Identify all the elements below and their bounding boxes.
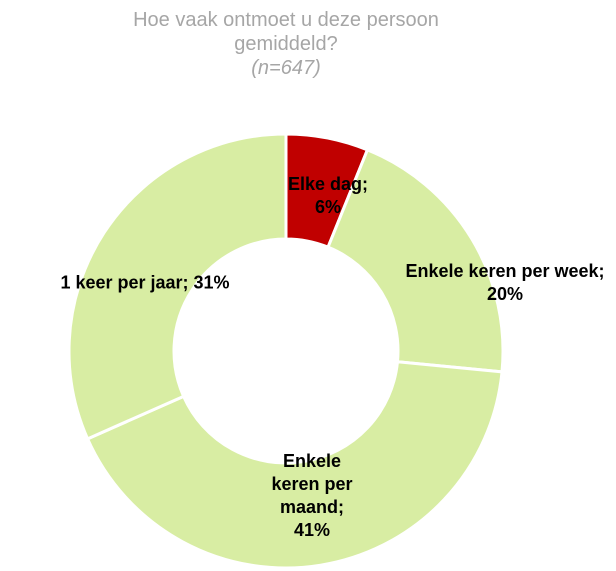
- donut-slice: [67, 132, 288, 441]
- data-label: 1 keer per jaar; 31%: [60, 272, 230, 293]
- chart-subtitle: (n=647): [251, 57, 321, 79]
- donut-slice: [326, 147, 505, 374]
- data-label: Enkele keren per week; 20%: [405, 261, 605, 304]
- data-label: Enkele keren per maand; 41%: [271, 451, 353, 540]
- data-label: Elke dag; 6%: [287, 174, 369, 217]
- chart-title: Hoe vaak ontmoet u deze persoon gemiddel…: [133, 9, 439, 55]
- donut-slice: [85, 360, 504, 570]
